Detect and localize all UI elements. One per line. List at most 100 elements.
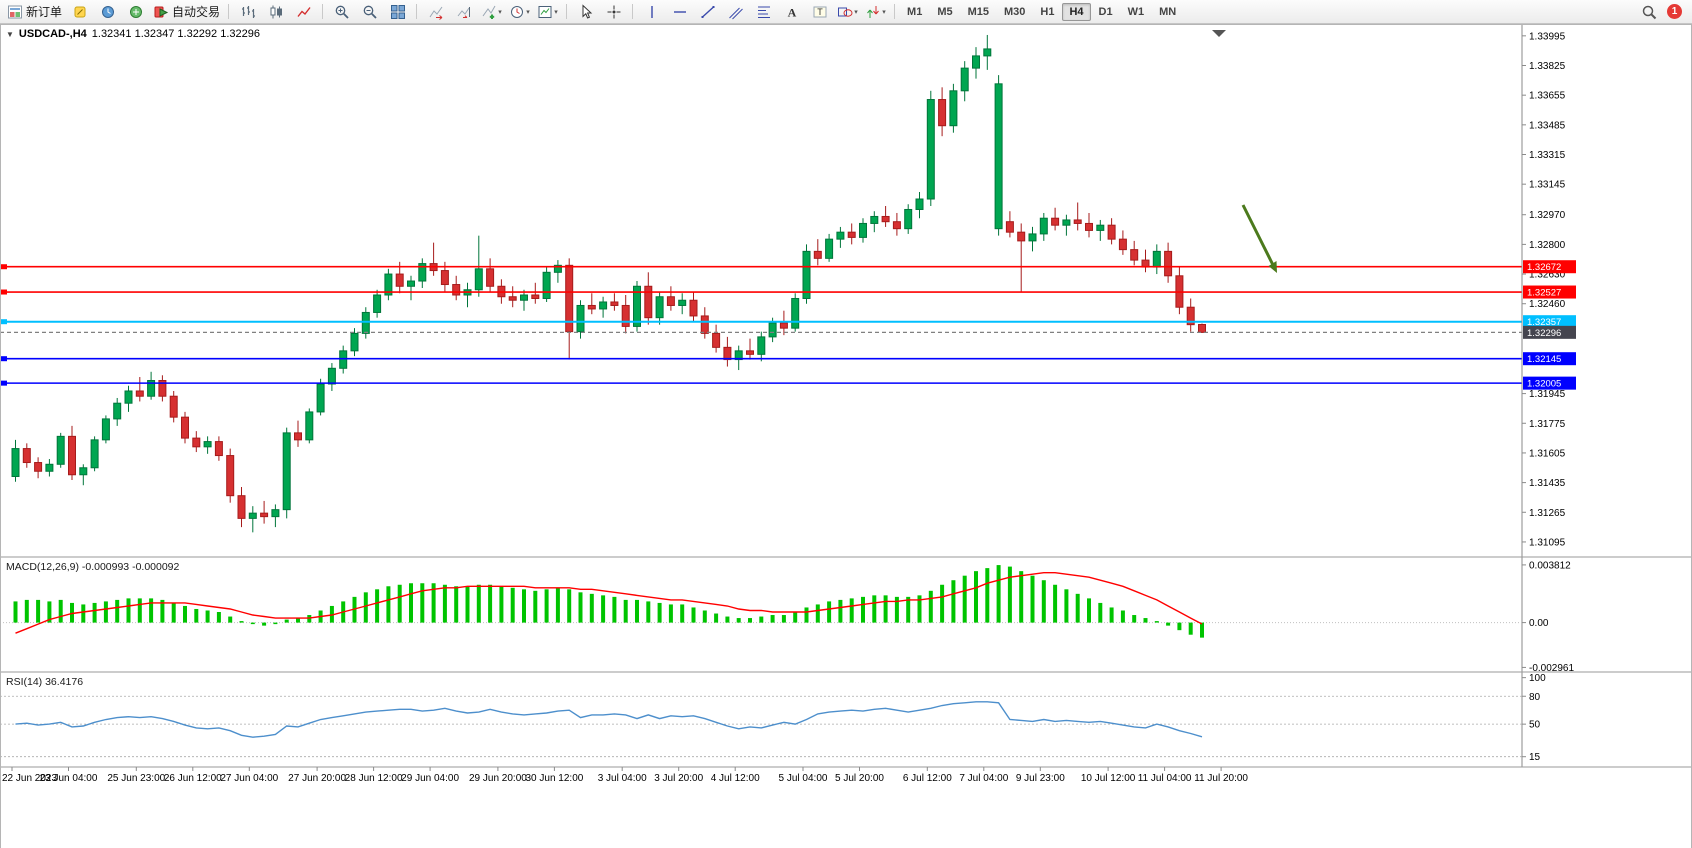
svg-text:T: T xyxy=(817,7,823,17)
search-icon xyxy=(1642,5,1656,19)
zoom-in-button[interactable] xyxy=(328,1,355,23)
svg-text:1.32527: 1.32527 xyxy=(1527,288,1561,299)
trendline-button[interactable] xyxy=(694,1,721,23)
candlestick-chart-icon xyxy=(270,5,282,18)
svg-text:22 Jun 2023: 22 Jun 2023 xyxy=(2,773,57,784)
price-badge xyxy=(1523,285,1576,299)
tile-windows-button[interactable] xyxy=(384,1,411,23)
navigator-button[interactable] xyxy=(122,1,149,23)
market-watch-icon xyxy=(101,5,114,18)
channel-button[interactable] xyxy=(722,1,749,23)
auto-trading-button[interactable]: 自动交易 xyxy=(150,1,223,23)
zoom-out-button[interactable] xyxy=(356,1,383,23)
timeframe-m5[interactable]: M5 xyxy=(937,5,953,18)
vertical-line-button[interactable] xyxy=(638,1,665,23)
chart-shift-marker[interactable] xyxy=(1212,30,1226,37)
svg-text:1.33995: 1.33995 xyxy=(1529,31,1566,42)
chart-canvas[interactable]: 1.33995 1.33825 1.33655 1.33485 1.33315 1.331… xyxy=(0,24,1692,848)
shapes-icon xyxy=(838,7,853,17)
svg-text:1.31945: 1.31945 xyxy=(1529,389,1566,400)
zoom-in-icon xyxy=(335,5,349,19)
timeframe-m1[interactable]: M1 xyxy=(907,5,923,18)
periods-button[interactable]: ▾ xyxy=(506,1,533,23)
svg-text:0.003812: 0.003812 xyxy=(1529,560,1571,571)
hline-left-marker xyxy=(0,264,7,270)
chevron-down-icon: ▾ xyxy=(498,8,502,16)
svg-text:1.33825: 1.33825 xyxy=(1529,61,1566,72)
timeframe-mn[interactable]: MN xyxy=(1159,5,1177,18)
svg-text:29 Jun 04:00: 29 Jun 04:00 xyxy=(401,773,459,784)
text-label-icon: T xyxy=(813,6,827,17)
text-label-button[interactable]: T xyxy=(806,1,833,23)
svg-text:50: 50 xyxy=(1529,720,1541,731)
price-badge xyxy=(1523,325,1576,339)
arrows-icon xyxy=(867,5,880,18)
svg-text:100: 100 xyxy=(1529,673,1546,684)
horizontal-line-icon xyxy=(673,10,686,13)
template-icon xyxy=(538,5,552,18)
text-icon: A xyxy=(787,5,796,19)
new-order-label: 新订单 xyxy=(26,5,63,19)
svg-text:27 Jun 20:00: 27 Jun 20:00 xyxy=(288,773,346,784)
timeframe-m30[interactable]: M30 xyxy=(1004,5,1026,18)
clock-icon xyxy=(511,5,524,18)
hline-left-marker xyxy=(0,356,7,362)
zoom-out-icon xyxy=(363,5,377,19)
timeframe-m15[interactable]: M15 xyxy=(967,5,989,18)
horizontal-lines xyxy=(0,264,1522,386)
chart-shift-button[interactable] xyxy=(450,1,477,23)
timeframe-h1[interactable]: H1 xyxy=(1040,5,1055,18)
svg-text:29 Jun 20:00: 29 Jun 20:00 xyxy=(469,773,527,784)
svg-text:1.33315: 1.33315 xyxy=(1529,150,1566,161)
auto-scroll-button[interactable] xyxy=(422,1,449,23)
svg-text:0.00: 0.00 xyxy=(1529,618,1549,629)
line-chart-button[interactable] xyxy=(290,1,317,23)
market-watch-button[interactable] xyxy=(94,1,121,23)
cursor-button[interactable] xyxy=(572,1,599,23)
svg-text:1.33145: 1.33145 xyxy=(1529,180,1566,191)
toolbar-separator xyxy=(416,4,418,19)
fibonacci-button[interactable] xyxy=(750,1,777,23)
cursor-icon xyxy=(582,3,592,19)
hline-left-marker xyxy=(0,289,7,295)
svg-text:1.32296: 1.32296 xyxy=(1527,328,1561,339)
notification-badge[interactable]: 1 xyxy=(1667,4,1682,19)
chart-window: 1.33995 1.33825 1.33655 1.33485 1.33315 1.331… xyxy=(0,24,1692,848)
svg-text:10 Jul 12:00: 10 Jul 12:00 xyxy=(1081,773,1136,784)
crosshair-button[interactable] xyxy=(600,1,627,23)
timeframe-h4[interactable]: H4 xyxy=(1062,2,1091,21)
svg-text:4 Jul 12:00: 4 Jul 12:00 xyxy=(711,773,760,784)
svg-text:23 Jun 04:00: 23 Jun 04:00 xyxy=(40,773,98,784)
indicators-icon xyxy=(482,5,496,19)
indicators-button[interactable]: ▾ xyxy=(478,1,505,23)
metaeditor-button[interactable] xyxy=(66,1,93,23)
bar-chart-button[interactable] xyxy=(234,1,261,23)
templates-button[interactable]: ▾ xyxy=(534,1,561,23)
text-button[interactable]: A xyxy=(778,1,805,23)
new-order-icon xyxy=(8,5,22,18)
arrows-button[interactable]: ▾ xyxy=(862,1,889,23)
svg-text:11 Jul 04:00: 11 Jul 04:00 xyxy=(1138,773,1192,784)
hline-left-marker xyxy=(0,319,7,325)
auto-trading-icon xyxy=(154,6,169,17)
svg-text:1.32145: 1.32145 xyxy=(1527,354,1561,365)
timeframe-w1[interactable]: W1 xyxy=(1127,5,1145,18)
svg-text:9 Jul 23:00: 9 Jul 23:00 xyxy=(1016,773,1065,784)
timeframe-d1[interactable]: D1 xyxy=(1098,5,1113,18)
crosshair-icon xyxy=(607,5,621,18)
metaeditor-icon xyxy=(74,6,86,17)
svg-text:-0.002961: -0.002961 xyxy=(1529,663,1574,674)
shapes-button[interactable]: ▾ xyxy=(834,1,861,23)
trendline-icon xyxy=(701,5,715,18)
toolbar: 新订单 自动交易 ▾ ▾ xyxy=(0,0,1692,24)
arrow-annotation xyxy=(1241,204,1277,273)
svg-text:5 Jul 04:00: 5 Jul 04:00 xyxy=(779,773,828,784)
svg-text:3 Jul 20:00: 3 Jul 20:00 xyxy=(654,773,703,784)
search-button[interactable] xyxy=(1635,1,1662,23)
new-order-button[interactable]: 新订单 xyxy=(4,1,65,23)
candlestick-chart-button[interactable] xyxy=(262,1,289,23)
fibonacci-icon xyxy=(757,6,770,18)
horizontal-line-button[interactable] xyxy=(666,1,693,23)
svg-text:27 Jun 04:00: 27 Jun 04:00 xyxy=(220,773,278,784)
